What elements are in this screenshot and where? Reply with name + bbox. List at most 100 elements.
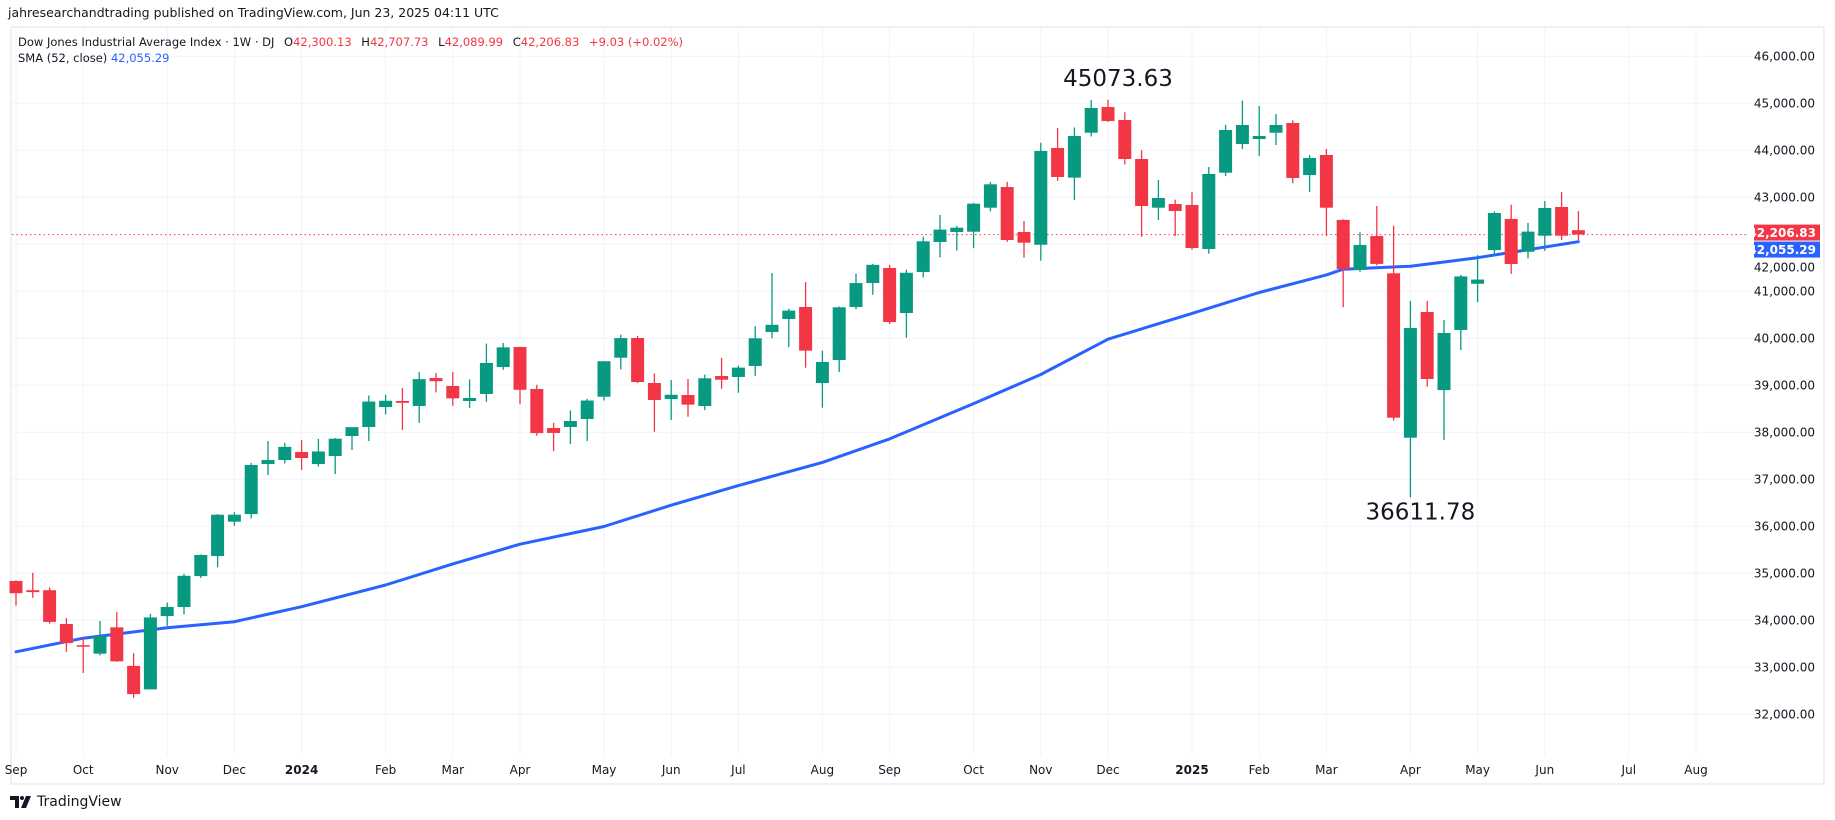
candle-up[interactable] — [1303, 158, 1317, 176]
candle-up[interactable] — [1487, 212, 1501, 251]
candle-up[interactable] — [1403, 328, 1417, 438]
candle-down[interactable] — [513, 346, 527, 390]
candle-up[interactable] — [1538, 207, 1552, 236]
candle-up[interactable] — [177, 575, 191, 607]
candle-down[interactable] — [127, 665, 141, 695]
candle-up[interactable] — [345, 427, 359, 437]
candle-down[interactable] — [883, 267, 897, 323]
candle-up[interactable] — [782, 310, 796, 319]
candle-up[interactable] — [328, 438, 342, 457]
candle-up[interactable] — [664, 394, 678, 400]
candle-up[interactable] — [1471, 279, 1485, 284]
candle-up[interactable] — [1235, 125, 1249, 145]
candle-up[interactable] — [379, 400, 393, 408]
sma-line[interactable] — [14, 240, 1580, 654]
candle-down[interactable] — [9, 580, 23, 594]
candle-up[interactable] — [93, 635, 107, 654]
candle-up[interactable] — [1034, 151, 1048, 245]
candle-down[interactable] — [1420, 311, 1434, 380]
candle-down[interactable] — [1185, 205, 1199, 249]
candle-down[interactable] — [1319, 155, 1333, 208]
candle-down[interactable] — [1555, 206, 1569, 236]
candle-up[interactable] — [765, 324, 779, 333]
candle-up[interactable] — [983, 184, 997, 208]
candle-up[interactable] — [580, 400, 594, 419]
candle-up[interactable] — [1437, 332, 1451, 391]
candle-up[interactable] — [899, 272, 913, 314]
candle-down[interactable] — [429, 378, 443, 382]
candle-down[interactable] — [1168, 204, 1182, 211]
candle-up[interactable] — [849, 283, 863, 307]
candle-up[interactable] — [463, 397, 477, 401]
candle-down[interactable] — [1118, 120, 1132, 159]
candle-up[interactable] — [261, 460, 275, 465]
candle-down[interactable] — [1000, 187, 1014, 241]
sma-legend-row[interactable]: SMA (52, close) 42,055.29 — [18, 50, 683, 66]
candle-down[interactable] — [799, 306, 813, 351]
candle-up[interactable] — [1252, 136, 1266, 140]
candle-up[interactable] — [950, 227, 964, 232]
candle-up[interactable] — [143, 617, 157, 690]
candle-down[interactable] — [1051, 147, 1065, 177]
candle-up[interactable] — [211, 514, 225, 557]
candle-up[interactable] — [278, 446, 292, 461]
candle-down[interactable] — [1101, 107, 1115, 122]
candle-up[interactable] — [227, 514, 241, 522]
candle-down[interactable] — [26, 590, 40, 593]
candle-up[interactable] — [731, 367, 745, 377]
candle-up[interactable] — [1219, 129, 1233, 173]
candle-up[interactable] — [1151, 198, 1165, 208]
candle-down[interactable] — [43, 590, 57, 622]
candle-down[interactable] — [446, 386, 460, 399]
candle-down[interactable] — [1336, 219, 1350, 270]
candle-down[interactable] — [530, 389, 544, 434]
candle-up[interactable] — [1084, 108, 1098, 133]
candle-down[interactable] — [715, 375, 729, 380]
candle-up[interactable] — [160, 606, 174, 617]
candle-up[interactable] — [311, 451, 325, 465]
candle-up[interactable] — [597, 361, 611, 397]
candle-up[interactable] — [1353, 245, 1367, 270]
candle-up[interactable] — [496, 347, 510, 368]
candle-down[interactable] — [59, 624, 73, 644]
candle-up[interactable] — [1067, 136, 1081, 178]
candle-down[interactable] — [547, 428, 561, 433]
candle-up[interactable] — [362, 401, 376, 427]
candle-up[interactable] — [1454, 276, 1468, 330]
candle-down[interactable] — [395, 400, 409, 403]
candle-down[interactable] — [1370, 236, 1384, 264]
candle-up[interactable] — [698, 378, 712, 406]
candle-up[interactable] — [916, 241, 930, 272]
candle-up[interactable] — [748, 338, 762, 366]
candle-down[interactable] — [1135, 158, 1149, 206]
candle-down[interactable] — [631, 338, 645, 383]
symbol-legend-row[interactable]: Dow Jones Industrial Average Index · 1W … — [18, 34, 683, 50]
time-axis-label: Oct — [963, 763, 984, 777]
candle-down[interactable] — [1387, 273, 1401, 418]
candle-up[interactable] — [412, 379, 426, 406]
candle-up[interactable] — [1521, 231, 1535, 252]
candle-down[interactable] — [1286, 122, 1300, 178]
candle-up[interactable] — [194, 554, 208, 577]
candle-down[interactable] — [295, 452, 309, 459]
candle-down[interactable] — [681, 395, 695, 405]
candle-down[interactable] — [76, 645, 90, 647]
candle-up[interactable] — [614, 338, 628, 358]
candle-up[interactable] — [479, 362, 493, 394]
candle-up[interactable] — [815, 361, 829, 383]
candle-up[interactable] — [1202, 173, 1216, 249]
candle-up[interactable] — [244, 464, 258, 515]
candle-up[interactable] — [967, 203, 981, 232]
candle-down[interactable] — [1504, 218, 1518, 265]
candle-down[interactable] — [1571, 230, 1585, 235]
candle-up[interactable] — [933, 229, 947, 242]
candle-up[interactable] — [866, 264, 880, 283]
candle-up[interactable] — [832, 307, 846, 361]
candle-down[interactable] — [647, 382, 661, 401]
tradingview-logo[interactable]: TradingView — [10, 794, 122, 810]
candle-up[interactable] — [563, 421, 577, 427]
candle-up[interactable] — [1269, 125, 1283, 133]
candle-down[interactable] — [110, 627, 124, 662]
candle-down[interactable] — [1017, 231, 1031, 243]
